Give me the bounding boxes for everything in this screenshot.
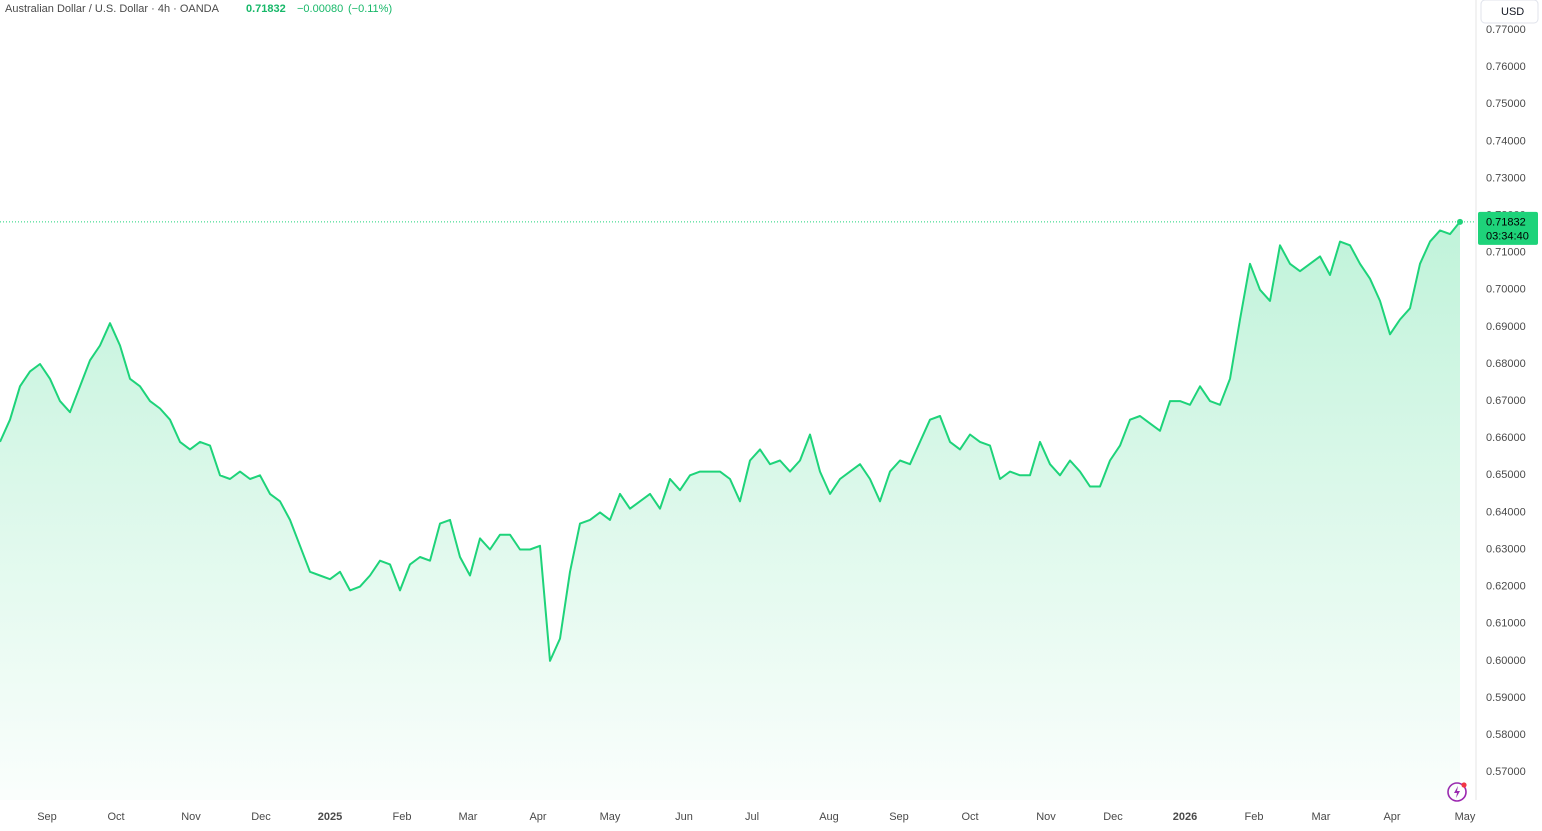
x-tick-label: Oct: [961, 811, 978, 823]
price-tag-value: 0.71832: [1486, 217, 1526, 229]
x-tick-label: Nov: [1036, 811, 1056, 823]
y-tick-label: 0.63000: [1486, 543, 1526, 555]
y-tick-label: 0.68000: [1486, 358, 1526, 370]
price-line: [0, 221, 1461, 662]
y-tick-label: 0.57000: [1486, 766, 1526, 778]
y-tick-label: 0.74000: [1486, 135, 1526, 147]
x-tick-label: Dec: [1103, 811, 1123, 823]
price-change: −0.00080: [297, 3, 343, 15]
y-tick-label: 0.73000: [1486, 172, 1526, 184]
x-tick-label: May: [600, 811, 621, 823]
x-tick-label: Mar: [459, 811, 478, 823]
y-tick-label: 0.77000: [1486, 24, 1526, 36]
x-tick-label: Aug: [819, 811, 839, 823]
y-tick-label: 0.69000: [1486, 321, 1526, 333]
x-tick-label: Oct: [107, 811, 124, 823]
x-tick-label: May: [1455, 811, 1476, 823]
symbol-title: Australian Dollar / U.S. Dollar · 4h · O…: [5, 3, 220, 15]
y-tick-label: 0.76000: [1486, 61, 1526, 73]
x-tick-label: 2026: [1173, 811, 1197, 823]
x-tick-label: Dec: [251, 811, 271, 823]
y-tick-label: 0.59000: [1486, 692, 1526, 704]
price-change-pct: (−0.11%): [348, 3, 392, 15]
x-tick-label: Mar: [1312, 811, 1331, 823]
x-tick-label: Feb: [393, 811, 412, 823]
x-tick-label: Jul: [745, 811, 759, 823]
y-tick-label: 0.70000: [1486, 284, 1526, 296]
y-tick-label: 0.58000: [1486, 729, 1526, 741]
x-tick-label: Apr: [529, 811, 546, 823]
y-tick-label: 0.67000: [1486, 395, 1526, 407]
area-fill: [0, 221, 1460, 801]
x-tick-label: Jun: [675, 811, 693, 823]
currency-button[interactable]: [1480, 0, 1539, 24]
y-tick-label: 0.64000: [1486, 506, 1526, 518]
x-tick-label: Nov: [181, 811, 201, 823]
x-tick-label: 2025: [318, 811, 342, 823]
y-tick-label: 0.75000: [1486, 98, 1526, 110]
x-tick-label: Feb: [1245, 811, 1264, 823]
x-tick-label: Apr: [1383, 811, 1400, 823]
y-tick-label: 0.66000: [1486, 432, 1526, 444]
price-tag-countdown: 03:34:40: [1486, 231, 1529, 243]
last-point: [1457, 218, 1463, 225]
y-tick-label: 0.60000: [1486, 655, 1526, 667]
last-price: 0.71832: [246, 3, 286, 15]
y-tick-label: 0.62000: [1486, 581, 1526, 593]
y-tick-label: 0.65000: [1486, 469, 1526, 481]
y-tick-label: 0.61000: [1486, 618, 1526, 630]
x-tick-label: Sep: [889, 811, 909, 823]
currency-label: USD: [1501, 6, 1524, 18]
y-tick-label: 0.71000: [1486, 247, 1526, 259]
x-tick-label: Sep: [37, 811, 57, 823]
price-tag: [1478, 211, 1538, 245]
